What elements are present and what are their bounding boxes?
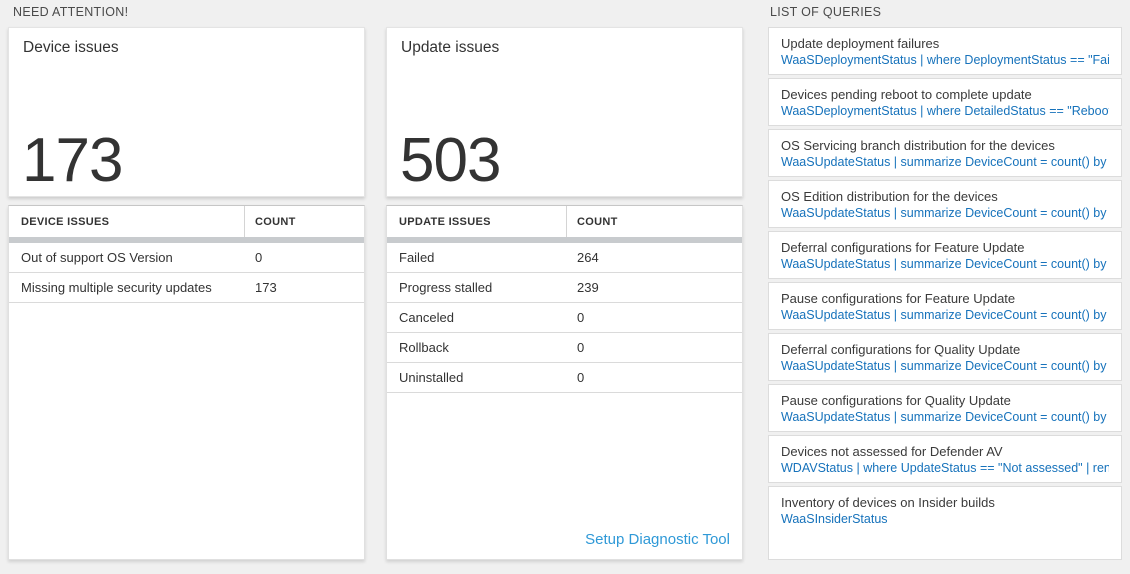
column-header-update-issues: UPDATE ISSUES <box>387 206 567 237</box>
query-text: WaaSUpdateStatus | summarize DeviceCount… <box>781 206 1109 220</box>
query-item[interactable]: Devices pending reboot to complete updat… <box>768 78 1122 126</box>
query-text: WaaSUpdateStatus | summarize DeviceCount… <box>781 308 1109 322</box>
query-title: OS Servicing branch distribution for the… <box>781 138 1055 153</box>
device-issues-table-body: Out of support OS Version 0 Missing mult… <box>9 243 364 303</box>
query-item[interactable]: Update deployment failures WaaSDeploymen… <box>768 27 1122 75</box>
update-issues-table: UPDATE ISSUES COUNT Failed 264 Progress … <box>386 205 743 560</box>
table-row[interactable]: Uninstalled 0 <box>387 363 742 393</box>
row-count: 239 <box>577 280 599 295</box>
query-item[interactable]: Deferral configurations for Feature Upda… <box>768 231 1122 279</box>
update-issues-table-body: Failed 264 Progress stalled 239 Canceled… <box>387 243 742 393</box>
update-issues-column: Update issues 503 UPDATE ISSUES COUNT Fa… <box>386 27 743 560</box>
horizontal-scrollbar[interactable] <box>387 237 742 243</box>
query-item[interactable]: Pause configurations for Feature Update … <box>768 282 1122 330</box>
query-text: WaaSUpdateStatus | summarize DeviceCount… <box>781 155 1109 169</box>
query-text: WaaSDeploymentStatus | where DetailedSta… <box>781 104 1109 118</box>
column-header-device-issues: DEVICE ISSUES <box>9 206 245 237</box>
row-count: 0 <box>577 310 585 325</box>
query-title: Inventory of devices on Insider builds <box>781 495 995 510</box>
row-count: 0 <box>577 340 585 355</box>
query-title: Deferral configurations for Quality Upda… <box>781 342 1021 357</box>
device-issues-table-header: DEVICE ISSUES COUNT <box>9 206 364 237</box>
table-row[interactable]: Rollback 0 <box>387 333 742 363</box>
row-label: Canceled <box>399 310 454 325</box>
query-text: WaaSUpdateStatus | summarize DeviceCount… <box>781 257 1109 271</box>
query-text: WaaSInsiderStatus <box>781 512 888 526</box>
update-issues-tile[interactable]: Update issues 503 <box>386 27 743 197</box>
query-item[interactable]: OS Servicing branch distribution for the… <box>768 129 1122 177</box>
row-count: 0 <box>577 370 585 385</box>
query-title: Devices pending reboot to complete updat… <box>781 87 1032 102</box>
query-text: WaaSUpdateStatus | summarize DeviceCount… <box>781 359 1109 373</box>
device-issues-count: 173 <box>22 126 123 195</box>
setup-diagnostic-tool-link[interactable]: Setup Diagnostic Tool <box>585 531 730 548</box>
query-title: OS Edition distribution for the devices <box>781 189 998 204</box>
query-item[interactable]: Deferral configurations for Quality Upda… <box>768 333 1122 381</box>
row-label: Uninstalled <box>399 370 464 385</box>
row-label: Failed <box>399 250 435 265</box>
list-of-queries-section-header: LIST OF QUERIES <box>770 5 882 19</box>
table-row[interactable]: Missing multiple security updates 173 <box>9 273 364 303</box>
horizontal-scrollbar[interactable] <box>9 237 364 243</box>
query-list: Update deployment failures WaaSDeploymen… <box>768 27 1122 560</box>
query-title: Devices not assessed for Defender AV <box>781 444 1003 459</box>
row-label: Out of support OS Version <box>21 250 173 265</box>
row-count: 0 <box>255 250 263 265</box>
query-title: Update deployment failures <box>781 36 940 51</box>
query-item[interactable]: OS Edition distribution for the devices … <box>768 180 1122 228</box>
device-issues-tile-title: Device issues <box>23 39 119 56</box>
list-of-queries-column: Update deployment failures WaaSDeploymen… <box>768 27 1122 560</box>
query-item[interactable]: Devices not assessed for Defender AV WDA… <box>768 435 1122 483</box>
need-attention-section-header: NEED ATTENTION! <box>13 5 129 19</box>
row-label: Rollback <box>399 340 449 355</box>
update-issues-table-header: UPDATE ISSUES COUNT <box>387 206 742 237</box>
update-issues-count: 503 <box>400 126 501 195</box>
table-row[interactable]: Out of support OS Version 0 <box>9 243 364 273</box>
device-issues-column: Device issues 173 DEVICE ISSUES COUNT Ou… <box>8 27 365 560</box>
update-issues-tile-title: Update issues <box>401 39 500 56</box>
table-row[interactable]: Progress stalled 239 <box>387 273 742 303</box>
query-text: WaaSDeploymentStatus | where DeploymentS… <box>781 53 1109 67</box>
query-text: WDAVStatus | where UpdateStatus == "Not … <box>781 461 1109 475</box>
query-title: Pause configurations for Feature Update <box>781 291 1016 306</box>
row-label: Progress stalled <box>399 280 493 295</box>
query-text: WaaSUpdateStatus | summarize DeviceCount… <box>781 410 1109 424</box>
device-issues-tile[interactable]: Device issues 173 <box>8 27 365 197</box>
query-item[interactable]: Inventory of devices on Insider builds W… <box>768 486 1122 560</box>
row-label: Missing multiple security updates <box>21 280 212 295</box>
table-row[interactable]: Failed 264 <box>387 243 742 273</box>
query-title: Deferral configurations for Feature Upda… <box>781 240 1025 255</box>
table-row[interactable]: Canceled 0 <box>387 303 742 333</box>
device-issues-table: DEVICE ISSUES COUNT Out of support OS Ve… <box>8 205 365 560</box>
query-item[interactable]: Pause configurations for Quality Update … <box>768 384 1122 432</box>
query-title: Pause configurations for Quality Update <box>781 393 1011 408</box>
row-count: 264 <box>577 250 599 265</box>
row-count: 173 <box>255 280 277 295</box>
column-header-count: COUNT <box>577 215 618 228</box>
column-header-count: COUNT <box>255 215 296 228</box>
